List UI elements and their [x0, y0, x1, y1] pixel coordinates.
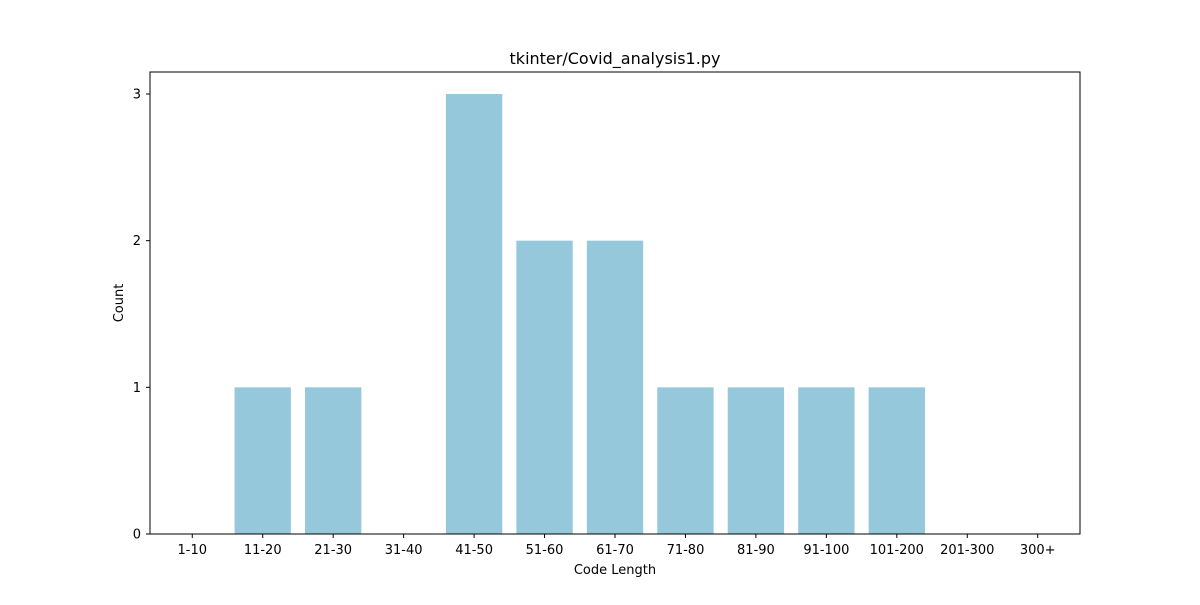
y-tick-label: 3 — [133, 88, 141, 103]
bar-51-60 — [516, 240, 573, 534]
x-tick-label: 61-70 — [596, 543, 634, 558]
y-axis-ticks: 0 1 2 3 — [133, 88, 150, 543]
x-tick-label: 11-20 — [244, 543, 282, 558]
bar-61-70 — [586, 240, 644, 534]
x-tick-label: 300+ — [1020, 543, 1056, 558]
bar-41-50 — [445, 94, 503, 534]
bar-71-80 — [657, 387, 714, 534]
y-tick-label: 2 — [133, 234, 141, 249]
bar-91-100 — [798, 387, 855, 534]
bar-81-90 — [727, 387, 785, 534]
y-tick-label: 1 — [133, 381, 141, 396]
x-tick-label: 81-90 — [737, 543, 775, 558]
x-axis-ticks: 1-10 11-20 21-30 31-40 41-50 51-60 61-70 71-80 8… — [178, 534, 1056, 558]
y-axis-label: Count — [112, 284, 127, 323]
x-axis-label: Code Length — [574, 563, 656, 578]
chart-title: tkinter/Covid_analysis1.py — [510, 49, 721, 69]
bar-21-30 — [305, 387, 362, 534]
x-tick-label: 91-100 — [803, 543, 849, 558]
x-tick-label: 201-300 — [940, 543, 994, 558]
bars-layer — [234, 94, 925, 534]
x-tick-label: 51-60 — [526, 543, 564, 558]
bar-101-200 — [868, 387, 925, 534]
x-tick-label: 31-40 — [385, 543, 423, 558]
x-tick-label: 41-50 — [455, 543, 493, 558]
y-tick-label: 0 — [133, 528, 141, 543]
bar-11-20 — [234, 387, 291, 534]
x-tick-label: 71-80 — [667, 543, 705, 558]
x-tick-label: 101-200 — [870, 543, 924, 558]
x-tick-label: 21-30 — [314, 543, 352, 558]
x-tick-label: 1-10 — [178, 543, 208, 558]
